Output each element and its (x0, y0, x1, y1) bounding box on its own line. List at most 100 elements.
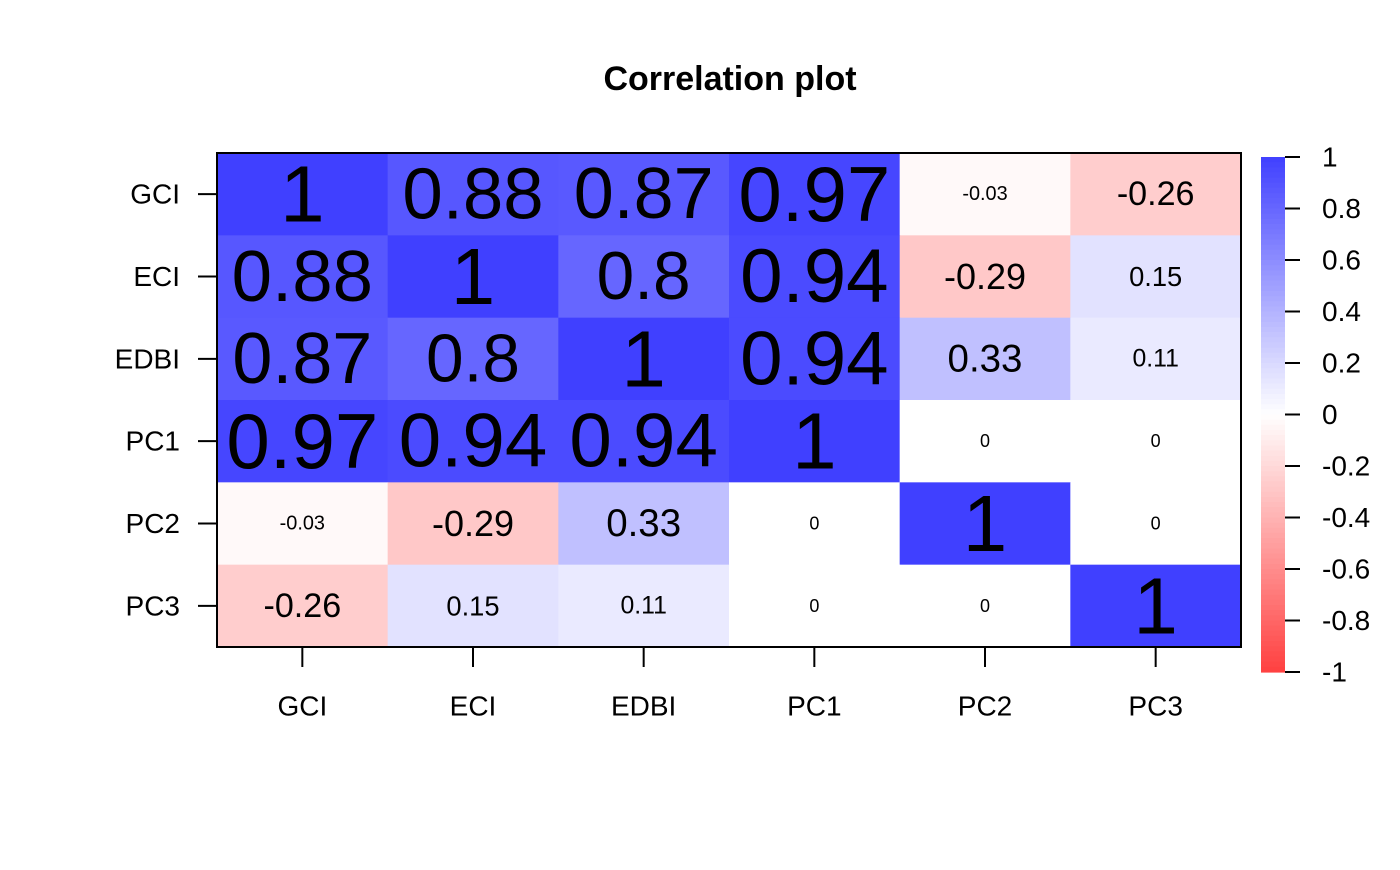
colorbar-swatch (1261, 203, 1285, 210)
colorbar-swatch (1261, 481, 1285, 488)
colorbar-swatch (1261, 378, 1285, 385)
colorbar-swatch (1261, 208, 1285, 215)
cell-value-label: 1 (621, 314, 666, 403)
colorbar-swatch (1261, 157, 1285, 163)
colorbar-swatch (1261, 641, 1285, 647)
colorbar-swatch (1261, 460, 1285, 467)
colorbar-swatch (1261, 270, 1285, 277)
cell-value-label: 1 (280, 150, 325, 239)
cell-value-label: -0.03 (280, 513, 325, 535)
colorbar-tick-label: -1 (1322, 657, 1347, 688)
heatmap-cell (1070, 564, 1242, 648)
heatmap-cell (899, 564, 1071, 648)
colorbar-swatch (1261, 311, 1285, 318)
cell-value-label: 0 (1151, 431, 1161, 451)
colorbar-swatch (1261, 491, 1285, 498)
colorbar-swatch (1261, 162, 1285, 168)
heatmap-cell (899, 400, 1071, 483)
colorbar-swatch (1261, 357, 1285, 364)
cell-value-label: -0.29 (944, 256, 1026, 297)
colorbar-swatch (1261, 605, 1285, 611)
cell-value-label: 0.87 (232, 319, 372, 399)
heatmap-cell (729, 564, 901, 648)
y-tick-label: PC2 (126, 508, 180, 539)
heatmap-cell (217, 482, 389, 566)
heatmap-cell (217, 317, 389, 401)
colorbar-tick-label: 0.2 (1322, 348, 1361, 379)
heatmap-cell (729, 482, 901, 566)
colorbar-swatch (1261, 368, 1285, 374)
chart-title: Correlation plot (603, 60, 856, 98)
colorbar-swatch (1261, 666, 1285, 673)
heatmap-cells: 1 0.88 0.87 0.97 -0.03 -0.260.88 1 0.8 0.94 -0.29… (217, 150, 1242, 650)
colorbar-swatch (1261, 486, 1285, 493)
heatmap-cell (729, 235, 901, 319)
colorbar-swatch (1261, 579, 1285, 586)
heatmap-cell (217, 235, 389, 319)
heatmap-cell (217, 400, 389, 483)
colorbar-swatch (1261, 450, 1285, 457)
colorbar-swatch (1261, 625, 1285, 632)
heatmap-cell (1070, 317, 1242, 401)
colorbar-swatch (1261, 635, 1285, 642)
heatmap-cell (558, 564, 730, 648)
colorbar-swatch (1261, 290, 1285, 297)
cell-value-label: 0.33 (948, 337, 1023, 380)
cell-value-label: 0.94 (740, 316, 889, 401)
colorbar-swatch (1261, 409, 1285, 416)
colorbar-swatch (1261, 522, 1285, 529)
colorbar-tick-label: 0.6 (1322, 245, 1361, 276)
colorbar-swatch (1261, 646, 1285, 652)
colorbar-swatch (1261, 332, 1285, 338)
colorbar-swatch (1261, 280, 1285, 287)
colorbar-swatch (1261, 429, 1285, 436)
heatmap-cell (1070, 400, 1242, 483)
colorbar-swatch (1261, 471, 1285, 477)
cell-value-label: 1 (1133, 561, 1178, 650)
colorbar-swatch (1261, 399, 1285, 405)
heatmap-cell (729, 400, 901, 483)
heatmap-cell (899, 153, 1071, 236)
colorbar-swatch (1261, 599, 1285, 606)
heatmap-cell (217, 564, 389, 648)
colorbar-swatch (1261, 260, 1285, 266)
colorbar-swatch (1261, 167, 1285, 174)
colorbar-swatch (1261, 393, 1285, 400)
colorbar-swatch (1261, 229, 1285, 235)
cell-value-label: 0.94 (740, 234, 889, 319)
colorbar-swatch (1261, 373, 1285, 380)
y-tick-label: PC1 (126, 426, 180, 457)
x-tick-label: EDBI (611, 691, 676, 722)
colorbar-swatch (1261, 352, 1285, 359)
colorbar-swatch (1261, 172, 1285, 179)
cell-value-label: 0.88 (232, 236, 373, 317)
colorbar-swatch (1261, 553, 1285, 560)
cell-value-label: 0.97 (226, 397, 378, 485)
colorbar-swatch (1261, 558, 1285, 565)
colorbar-legend: 1 0.8 0.6 0.4 0.2 0 -0.2 -0.4 -0.6 -0.8 -1 (1261, 142, 1370, 688)
colorbar-tick-label: 0.4 (1322, 296, 1361, 327)
colorbar-swatch (1261, 435, 1285, 441)
colorbar-swatch (1261, 517, 1285, 524)
colorbar-swatch (1261, 218, 1285, 225)
colorbar-swatch (1261, 419, 1285, 426)
colorbar-swatch (1261, 347, 1285, 354)
colorbar-swatch (1261, 630, 1285, 637)
colorbar-swatch (1261, 244, 1285, 251)
colorbar-swatch (1261, 476, 1285, 483)
cell-value-label: -0.03 (962, 183, 1007, 205)
x-tick-label: PC2 (958, 691, 1012, 722)
y-tick-label: EDBI (115, 343, 180, 374)
colorbar-swatch (1261, 563, 1285, 570)
colorbar-tick-label: 0 (1322, 399, 1338, 430)
colorbar-swatch (1261, 275, 1285, 282)
colorbar-swatch (1261, 466, 1285, 472)
cell-value-label: 0 (809, 514, 819, 534)
x-tick-label: ECI (450, 691, 497, 722)
heatmap-cell (387, 317, 559, 401)
colorbar-swatch (1261, 532, 1285, 539)
heatmap-cell (387, 235, 559, 319)
colorbar-swatch (1261, 661, 1285, 668)
colorbar-tick-label: -0.2 (1322, 451, 1370, 482)
